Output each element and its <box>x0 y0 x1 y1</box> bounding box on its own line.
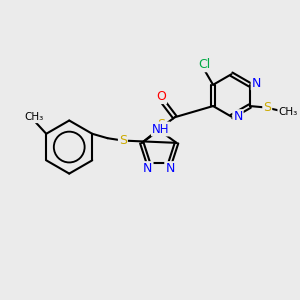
Text: N: N <box>252 76 261 89</box>
Text: N: N <box>165 162 175 175</box>
Text: S: S <box>119 134 127 147</box>
Text: Cl: Cl <box>198 58 210 71</box>
Text: S: S <box>157 118 165 131</box>
Text: N: N <box>233 110 243 123</box>
Text: O: O <box>156 90 166 103</box>
Text: CH₃: CH₃ <box>24 112 43 122</box>
Text: NH: NH <box>152 122 170 136</box>
Text: CH₃: CH₃ <box>278 107 298 117</box>
Text: S: S <box>263 101 271 114</box>
Text: N: N <box>143 162 152 175</box>
